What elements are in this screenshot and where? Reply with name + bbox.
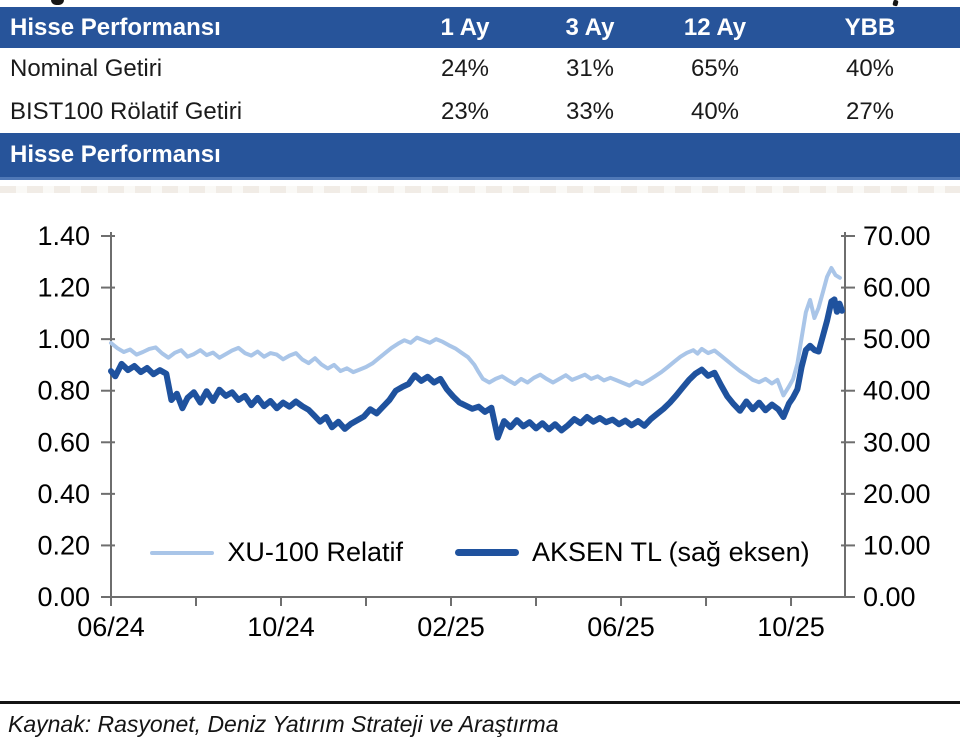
row-value: 23%: [440, 97, 490, 125]
left-axis-label: 1.20: [37, 273, 90, 303]
x-axis-label: 06/25: [587, 612, 655, 642]
section-header-title: Hisse Performansı: [10, 141, 221, 168]
series-line-aksen-tl-sa-eksen-: [108, 296, 845, 441]
x-axis-label: 02/25: [417, 612, 485, 642]
row-value: 40%: [845, 55, 895, 82]
performance-table-header: Hisse Performansı 1 Ay 3 Ay 12 Ay YBB: [0, 7, 960, 48]
right-axis-label: 40.00: [863, 376, 931, 406]
table-header-title: Hisse Performansı: [10, 13, 221, 41]
row-label: BIST100 Rölatif Getiri: [10, 97, 243, 125]
left-axis-label: 0.40: [37, 479, 90, 509]
right-axis-label: 30.00: [863, 427, 931, 457]
row-value: 27%: [845, 97, 895, 125]
row-value: 65%: [690, 55, 740, 82]
cropped-glyph-remnant: [892, 0, 899, 7]
xu100-line-swatch-icon: [150, 550, 215, 555]
chart-legend: XU-100 Relatif AKSEN TL (sağ eksen): [0, 537, 960, 568]
render-artifact-line: [0, 186, 960, 193]
cropped-glyph-remnant: [51, 0, 64, 5]
row-value: 40%: [690, 97, 740, 125]
table-header-3ay: 3 Ay: [565, 13, 615, 41]
x-axis-label: 10/24: [247, 612, 315, 642]
footer-divider: [0, 701, 960, 704]
table-header-1ay: 1 Ay: [440, 13, 490, 41]
legend-item-aksen: AKSEN TL (sağ eksen): [454, 537, 810, 568]
section-header-band: Hisse Performansı: [0, 133, 960, 180]
legend-item-xu100: XU-100 Relatif: [150, 537, 403, 568]
left-axis-label: 1.00: [37, 324, 90, 354]
x-axis-label: 10/25: [757, 612, 825, 642]
x-axis-label: 06/24: [77, 612, 145, 642]
table-header-ybb: YBB: [844, 13, 896, 41]
stock-performance-chart: 0.00 0.20 0.40 0.60 0.80 1.00 1.20 1.40 0.00 10.0…: [0, 190, 960, 710]
table-row-bist100-rolatif-getiri: BIST100 Rölatif Getiri 23% 33% 40% 27%: [0, 90, 960, 133]
series-line-xu-100-relatif: [109, 266, 842, 398]
legend-label: XU-100 Relatif: [227, 537, 403, 567]
row-value: 31%: [565, 55, 615, 82]
left-axis-label: 0.60: [37, 427, 90, 457]
legend-label: AKSEN TL (sağ eksen): [531, 537, 810, 567]
right-axis-label: 20.00: [863, 479, 931, 509]
left-axis-label: 0.20: [37, 530, 90, 560]
table-row-nominal-getiri: Nominal Getiri 24% 31% 65% 40%: [0, 48, 960, 90]
right-axis-label: 60.00: [863, 273, 931, 303]
right-axis-label: 10.00: [863, 530, 931, 560]
source-note: Kaynak: Rasyonet, Deniz Yatırım Strateji…: [8, 711, 559, 737]
row-value: 24%: [440, 55, 490, 82]
left-axis-label: 0.80: [37, 376, 90, 406]
right-axis-label: 70.00: [863, 221, 931, 251]
row-label: Nominal Getiri: [10, 55, 163, 82]
right-axis-label: 50.00: [863, 324, 931, 354]
left-axis-label: 0.00: [37, 582, 90, 612]
aksen-line-swatch-icon: [454, 549, 519, 556]
right-axis-label: 0.00: [863, 582, 916, 612]
table-header-12ay: 12 Ay: [683, 13, 747, 41]
left-axis-label: 1.40: [37, 221, 90, 251]
chart-canvas: 0.00 0.20 0.40 0.60 0.80 1.00 1.20 1.40 0.00 10.0…: [37, 221, 931, 642]
row-value: 33%: [565, 97, 615, 125]
